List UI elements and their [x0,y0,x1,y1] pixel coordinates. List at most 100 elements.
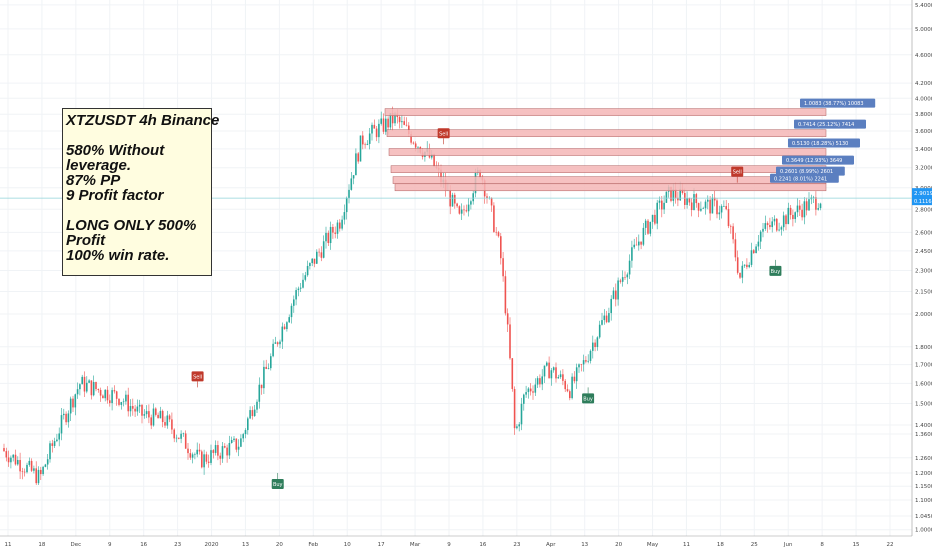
sell-signal-label: Sell [193,374,202,380]
candle-body [504,276,507,314]
candle-body [380,118,382,124]
candle-body [776,218,778,231]
candle-body [759,231,762,242]
candle-body [109,400,111,404]
candle-body [587,360,589,362]
candle-body [780,227,783,230]
candle-body [546,362,548,366]
candle-body [398,117,401,123]
candle-body [297,288,300,291]
candle-body [148,411,150,418]
buy-signal-box [769,265,782,276]
candle-body [713,197,716,201]
candle-body [63,413,65,416]
candle-body [230,440,233,444]
candle-body [129,406,132,412]
target-label: 0.5130 (18.28%) 5130 [792,141,848,147]
target-label: 1.0083 (38.77%) 10083 [804,101,864,107]
candle-body [704,201,707,209]
candle-body [157,414,159,419]
candle-body [575,367,578,382]
candle-body [665,191,668,203]
target-label: 0.2601 (8.99%) 2601 [780,169,833,175]
candle-body [467,204,470,212]
candle-body [161,410,164,423]
candle-body [102,395,104,399]
time-tick-label: 20 [276,542,283,548]
time-tick-label: 11 [683,542,690,548]
candle-body [382,118,385,132]
candle-body [440,169,442,183]
candle-body [555,367,557,379]
price-tick-label: 1.7000 [915,363,932,369]
candle-body [387,118,389,128]
candle-body [716,200,718,215]
candle-body [796,205,799,213]
candle-body [739,272,741,278]
candle-body [187,448,189,454]
time-tick-label: Apr [546,542,556,548]
candle-body [513,389,516,429]
candle-body [640,241,642,245]
candle-body [580,364,583,365]
candle-body [196,449,198,455]
candle-body [263,366,265,389]
candle-body [318,251,320,253]
candle-body [329,226,332,244]
candle-body [279,341,281,345]
candle-body [612,290,615,299]
candle-body [615,290,617,300]
price-tick-label: 2.1500 [915,289,932,295]
candle-body [598,324,601,338]
candle-body [523,394,525,404]
candle-body [684,192,686,205]
candle-body [525,392,527,395]
candle-body [359,135,362,162]
candle-body [465,210,468,212]
candle-body [516,426,518,429]
candle-body [164,422,166,426]
candle-body [686,198,688,205]
candle-body [288,317,290,323]
candle-body [803,201,806,218]
candle-body [757,241,760,247]
price-tick-label: 1.1500 [915,484,932,490]
candle-body [345,198,348,213]
candle-body [152,408,155,426]
candle-body [99,389,102,396]
candle-body [541,376,543,385]
candle-body [332,226,334,233]
price-tick-label: 3.4000 [915,147,932,153]
candle-body [12,454,14,458]
candle-body [385,118,387,132]
price-tick-label: 4.0000 [915,96,932,102]
candle-body [571,376,573,399]
candle-body [509,324,511,359]
candle-body [242,434,244,439]
candle-body [709,199,711,214]
candle-body [115,391,118,399]
candle-body [371,124,373,134]
candle-body [304,275,307,280]
time-tick-label: May [647,542,659,548]
price-tick-label: 2.0000 [915,312,932,318]
candle-body [458,206,461,214]
candle-body [325,232,327,242]
candle-body [339,222,341,229]
candle-body [37,469,40,484]
candle-body [628,260,631,275]
candle-body [624,277,626,278]
candle-body [543,365,546,377]
candle-body [470,201,472,205]
candle-body [322,241,325,258]
candle-body [313,258,316,264]
price-tick-label: 1.0450 [915,514,932,520]
candle-body [693,194,695,211]
candle-body [23,471,26,473]
price-tick-label: 1.2600 [915,456,932,462]
candle-body [210,450,212,463]
candle-body [336,222,339,234]
candle-body [732,226,734,240]
